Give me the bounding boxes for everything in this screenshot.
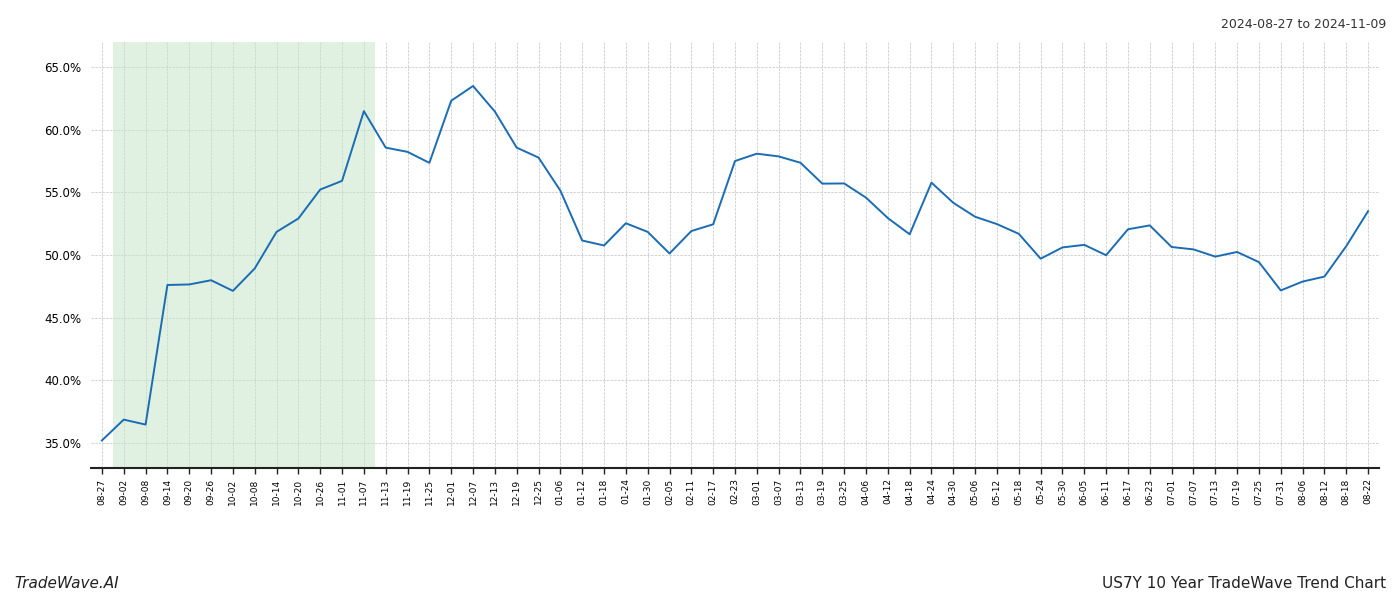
Text: US7Y 10 Year TradeWave Trend Chart: US7Y 10 Year TradeWave Trend Chart xyxy=(1102,576,1386,591)
Text: 2024-08-27 to 2024-11-09: 2024-08-27 to 2024-11-09 xyxy=(1221,18,1386,31)
Text: TradeWave.AI: TradeWave.AI xyxy=(14,576,119,591)
Bar xyxy=(113,42,375,468)
